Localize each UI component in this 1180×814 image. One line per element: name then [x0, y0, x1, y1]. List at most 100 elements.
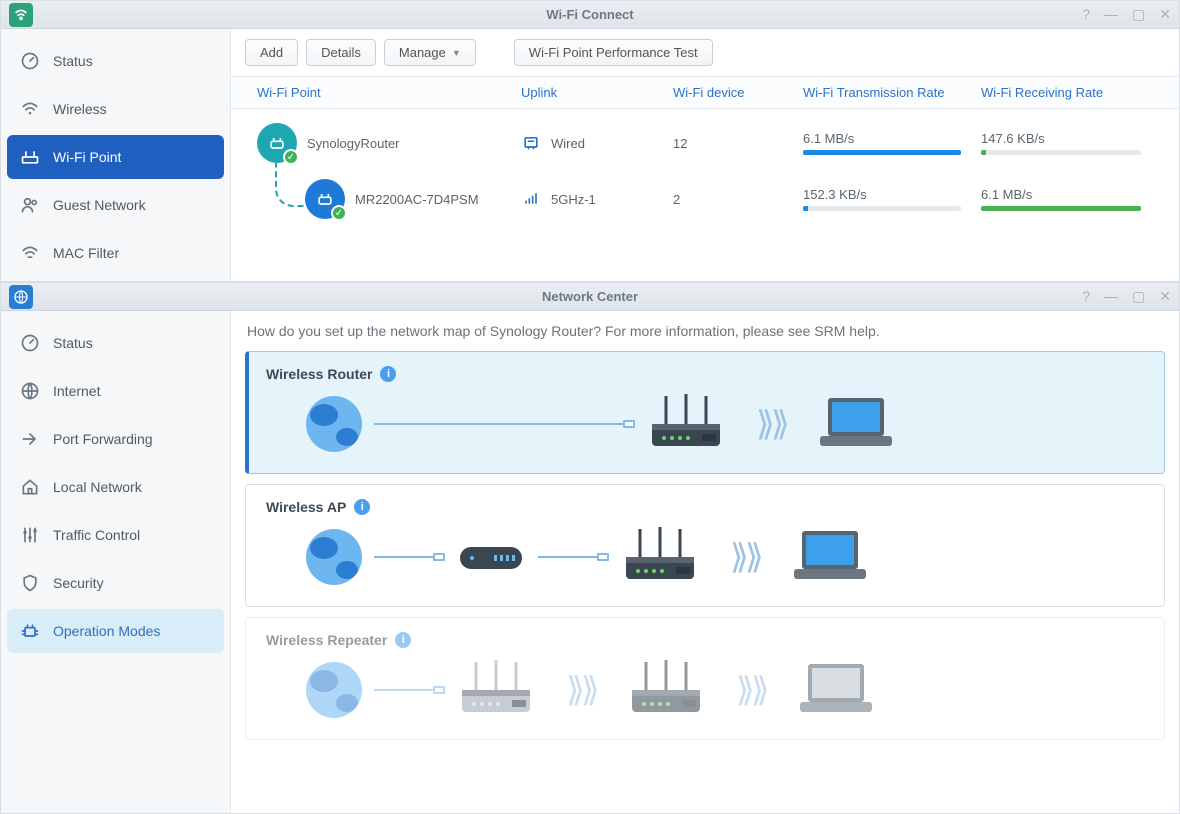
status-check-icon: ✓	[283, 149, 299, 165]
sidebar-item-label: Local Network	[53, 479, 142, 495]
sidebar-item-label: Wi-Fi Point	[53, 149, 121, 165]
table-row[interactable]: ✓SynologyRouterWired126.1 MB/s147.6 KB/s	[247, 115, 1163, 171]
operation-modes-list: Wireless Router i⟫⟫Wireless AP i⟫⟫Wirele…	[231, 351, 1179, 754]
sidebar-item-status[interactable]: Status	[7, 321, 224, 365]
globe-icon	[306, 529, 362, 585]
router-icon	[646, 392, 726, 455]
tx-rate: 6.1 MB/s	[803, 131, 961, 146]
router-icon	[456, 658, 536, 721]
col-device[interactable]: Wi-Fi device	[663, 77, 793, 108]
close-icon[interactable]: ✕	[1159, 288, 1171, 305]
globe-icon	[306, 662, 362, 718]
toolbar: Add Details Manage▼ Wi-Fi Point Performa…	[231, 29, 1179, 76]
col-point[interactable]: Wi-Fi Point	[247, 77, 511, 108]
wifi-icon	[19, 98, 41, 120]
add-button[interactable]: Add	[245, 39, 298, 66]
sidebar-item-status[interactable]: Status	[7, 39, 224, 83]
sidebar-item-label: Status	[53, 53, 93, 69]
globe-icon	[306, 396, 362, 452]
cable-line	[374, 556, 444, 558]
close-icon[interactable]: ✕	[1159, 6, 1171, 23]
shield-icon	[19, 572, 41, 594]
maximize-icon[interactable]: ▢	[1132, 288, 1145, 305]
home-icon	[19, 476, 41, 498]
sidebar-item-label: Status	[53, 335, 93, 351]
minimize-icon[interactable]: —	[1104, 6, 1118, 23]
mode-wireless-router[interactable]: Wireless Router i ⟫⟫	[245, 351, 1165, 474]
sidebar-item-security[interactable]: Security	[7, 561, 224, 605]
manage-button[interactable]: Manage▼	[384, 39, 476, 66]
maximize-icon[interactable]: ▢	[1132, 6, 1145, 23]
sidebar: Status Internet Port Forwarding Local Netwo…	[1, 311, 231, 813]
wifi-wave-icon: ⟫⟫	[718, 670, 784, 710]
uplink-value: Wired	[551, 136, 585, 151]
device-count: 2	[673, 192, 680, 207]
gauge-icon	[19, 332, 41, 354]
table-body: ✓SynologyRouterWired126.1 MB/s147.6 KB/s…	[231, 109, 1179, 233]
cable-line	[374, 423, 634, 425]
content: How do you set up the network map of Syn…	[231, 311, 1179, 813]
sidebar: Status Wireless Wi-Fi Point Guest NetworkMA…	[1, 29, 231, 281]
sidebar-item-port-forwarding[interactable]: Port Forwarding	[7, 417, 224, 461]
cable-line	[374, 689, 444, 691]
content: Add Details Manage▼ Wi-Fi Point Performa…	[231, 29, 1179, 281]
uplink-value: 5GHz-1	[551, 192, 596, 207]
sidebar-item-label: Traffic Control	[53, 527, 140, 543]
signal-icon	[521, 188, 541, 211]
device-name: MR2200AC-7D4PSM	[355, 192, 479, 207]
col-rx[interactable]: Wi-Fi Receiving Rate	[971, 77, 1163, 108]
wifi-connect-window: Wi-Fi Connect ? — ▢ ✕ Status Wireless Wi-F…	[0, 0, 1180, 282]
filter-icon	[19, 242, 41, 264]
wifi-app-icon	[9, 3, 33, 27]
sidebar-item-label: Wireless	[53, 101, 107, 117]
manage-label: Manage	[399, 45, 446, 60]
sidebar-item-mac-filter[interactable]: MAC Filter	[7, 231, 224, 275]
sidebar-item-internet[interactable]: Internet	[7, 369, 224, 413]
wifi-wave-icon: ⟫⟫	[738, 404, 804, 444]
sidebar-item-label: Port Forwarding	[53, 431, 153, 447]
col-tx[interactable]: Wi-Fi Transmission Rate	[793, 77, 971, 108]
device-icon: ✓	[257, 123, 297, 163]
mode-wireless-repeater: Wireless Repeater i ⟫⟫ ⟫⟫	[245, 617, 1165, 740]
device-icon: ✓	[305, 179, 345, 219]
titlebar: Wi-Fi Connect ? — ▢ ✕	[1, 1, 1179, 29]
window-controls: ? — ▢ ✕	[1082, 6, 1171, 23]
modem-icon	[456, 535, 526, 578]
details-button[interactable]: Details	[306, 39, 376, 66]
sidebar-item-operation-modes[interactable]: Operation Modes	[7, 609, 224, 653]
tx-rate: 152.3 KB/s	[803, 187, 961, 202]
mode-title: Wireless Router i	[266, 366, 1144, 382]
help-icon[interactable]: ?	[1082, 6, 1090, 23]
network-center-window: Network Center ? — ▢ ✕ Status Internet Por…	[0, 282, 1180, 814]
titlebar: Network Center ? — ▢ ✕	[1, 283, 1179, 311]
laptop-icon	[790, 527, 870, 586]
col-uplink[interactable]: Uplink	[511, 77, 663, 108]
help-text: How do you set up the network map of Syn…	[231, 311, 1179, 351]
rx-rate: 147.6 KB/s	[981, 131, 1141, 146]
wifi-wave-icon: ⟫⟫	[712, 537, 778, 577]
mode-wireless-ap[interactable]: Wireless AP i⟫⟫	[245, 484, 1165, 607]
wifi-wave-icon: ⟫⟫	[548, 670, 614, 710]
info-icon[interactable]: i	[380, 366, 396, 382]
performance-test-button[interactable]: Wi-Fi Point Performance Test	[514, 39, 713, 66]
info-icon[interactable]: i	[395, 632, 411, 648]
mode-diagram: ⟫⟫ ⟫⟫	[266, 658, 1144, 721]
sidebar-item-traffic-control[interactable]: Traffic Control	[7, 513, 224, 557]
sidebar-item-local-network[interactable]: Local Network	[7, 465, 224, 509]
laptop-icon	[796, 660, 876, 719]
sidebar-item-wireless[interactable]: Wireless	[7, 87, 224, 131]
table-row[interactable]: ✓ MR2200AC-7D4PSM 5GHz-1 2 152.3 KB/s 6.1 MB/…	[295, 171, 1163, 227]
help-icon[interactable]: ?	[1082, 288, 1090, 305]
sidebar-item-label: Security	[53, 575, 104, 591]
mode-title: Wireless Repeater i	[266, 632, 1144, 648]
sidebar-item-wi-fi-point[interactable]: Wi-Fi Point	[7, 135, 224, 179]
rx-rate: 6.1 MB/s	[981, 187, 1141, 202]
laptop-icon	[816, 394, 896, 453]
sidebar-item-label: Operation Modes	[53, 623, 160, 639]
info-icon[interactable]: i	[354, 499, 370, 515]
sidebar-item-guest-network[interactable]: Guest Network	[7, 183, 224, 227]
status-check-icon: ✓	[331, 205, 347, 221]
minimize-icon[interactable]: —	[1104, 288, 1118, 305]
mode-diagram: ⟫⟫	[266, 525, 1144, 588]
table-header: Wi-Fi Point Uplink Wi-Fi device Wi-Fi Tr…	[231, 76, 1179, 109]
